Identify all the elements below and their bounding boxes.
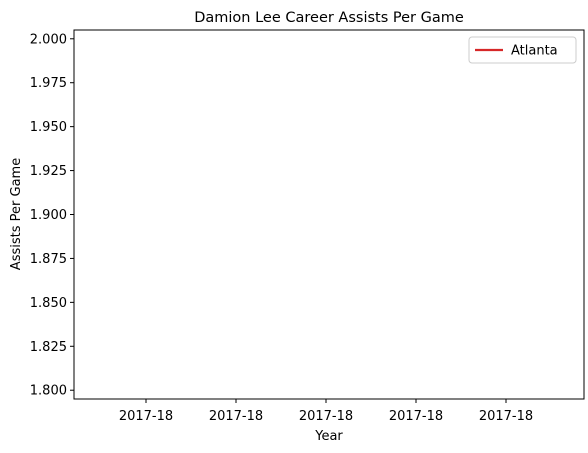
- y-tick-label: 2.000: [30, 32, 67, 47]
- y-tick-label: 1.925: [30, 164, 67, 179]
- y-tick-label: 1.875: [30, 252, 67, 267]
- x-tick-label: 2017-18: [209, 409, 263, 424]
- y-tick-label: 1.950: [30, 120, 67, 135]
- y-tick-label: 1.900: [30, 208, 67, 223]
- plot-area-frame: [73, 29, 585, 400]
- x-axis-label: Year: [314, 429, 343, 444]
- y-tick-label: 1.850: [30, 296, 67, 311]
- x-tick-label: 2017-18: [389, 409, 443, 424]
- x-axis-ticks: 2017-18 2017-18 2017-18 2017-18 2017-18: [119, 399, 533, 424]
- x-tick-label: 2017-18: [299, 409, 353, 424]
- y-tick-label: 1.975: [30, 76, 67, 91]
- legend-box: [468, 36, 577, 64]
- y-tick-label: 1.825: [30, 340, 67, 355]
- chart-title: Damion Lee Career Assists Per Game: [194, 10, 464, 26]
- x-tick-label: 2017-18: [479, 409, 533, 424]
- x-tick-label: 2017-18: [119, 409, 173, 424]
- legend-label-atlanta: Atlanta: [511, 44, 558, 59]
- y-axis-ticks: 1.800 1.825 1.850 1.875 1.900 1.925 1.950 1.975…: [30, 32, 74, 399]
- y-tick-label: 1.800: [30, 384, 67, 399]
- legend: Atlanta: [468, 36, 577, 64]
- y-axis-label: Assists Per Game: [9, 158, 24, 270]
